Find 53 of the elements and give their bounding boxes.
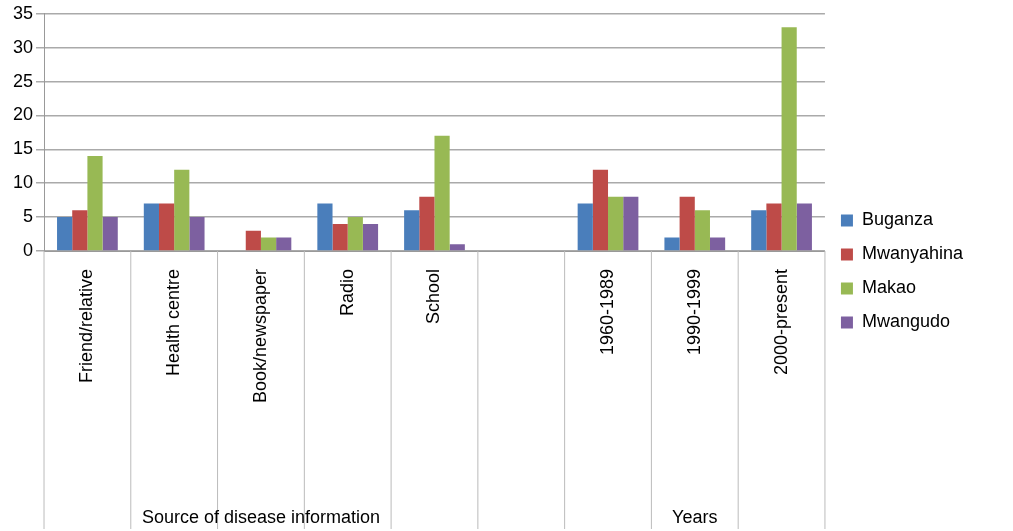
bar — [362, 223, 379, 251]
bar — [347, 217, 363, 251]
bar — [694, 210, 710, 251]
legend-label: Buganza — [861, 209, 934, 230]
bar — [332, 223, 348, 251]
x-tick-label: Health centre — [163, 269, 184, 377]
bar — [781, 27, 797, 251]
bar — [751, 210, 767, 251]
bar — [143, 203, 159, 251]
bar — [679, 196, 695, 251]
bar — [276, 237, 292, 251]
bar — [245, 230, 261, 251]
bar — [434, 135, 450, 251]
x-tick-label: Radio — [336, 269, 357, 317]
bar — [72, 210, 88, 251]
x-tick-label: 1990-1999 — [683, 269, 704, 356]
legend-label: Makao — [861, 277, 916, 298]
x-tick-label: Book/newspaper — [249, 269, 270, 404]
y-tick-label: 35 — [12, 2, 34, 23]
bar — [608, 196, 624, 251]
y-tick-label: 15 — [12, 138, 34, 159]
bar — [57, 217, 73, 251]
bar — [592, 169, 609, 251]
y-tick-label: 30 — [12, 36, 34, 57]
bar — [766, 203, 782, 251]
bar — [87, 156, 103, 251]
bar — [174, 169, 190, 251]
x-tick-label: School — [423, 269, 444, 325]
source-note: Source of disease information — [141, 506, 381, 527]
y-tick-label: 20 — [12, 104, 34, 125]
x-tick-label: Friend/relative — [76, 269, 97, 384]
x-tick-label: 1960-1989 — [596, 269, 617, 356]
bar — [317, 203, 333, 251]
bar — [158, 203, 175, 251]
bar — [189, 217, 205, 251]
y-tick-label: 25 — [12, 70, 34, 91]
y-tick-label: 10 — [12, 172, 34, 193]
bar — [664, 237, 680, 251]
bar — [449, 244, 465, 251]
bar — [260, 237, 277, 251]
legend-label: Mwangudo — [861, 311, 951, 332]
bar — [577, 203, 593, 251]
bar — [796, 203, 812, 251]
y-tick-label: 0 — [23, 239, 34, 260]
x-tick-label: 2000-present — [770, 269, 791, 376]
bar — [404, 210, 420, 251]
bar — [623, 196, 639, 251]
bar — [419, 196, 435, 251]
y-tick-label: 5 — [23, 206, 34, 227]
text: Years — [672, 506, 718, 527]
bar — [102, 217, 118, 251]
legend-label: Mwanyahina — [861, 243, 964, 264]
bar — [709, 237, 726, 251]
